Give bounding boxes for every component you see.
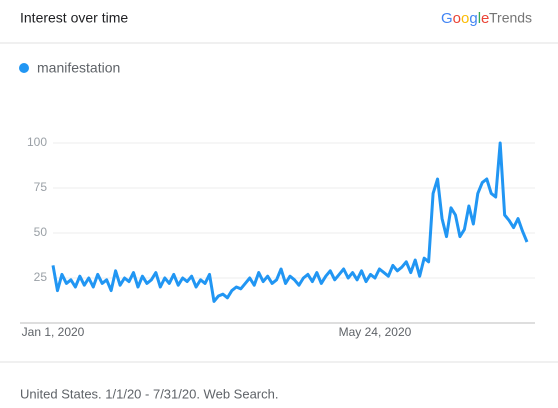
y-tick-label: 50 xyxy=(34,225,48,239)
brand-trends: Trends xyxy=(489,10,532,26)
x-tick-label: Jan 1, 2020 xyxy=(22,325,85,339)
x-tick-label: May 24, 2020 xyxy=(339,325,412,339)
y-tick-label: 100 xyxy=(27,135,47,149)
footer-note: United States. 1/1/20 - 7/31/20. Web Sea… xyxy=(20,386,278,401)
legend-dot xyxy=(19,63,29,73)
card-title: Interest over time xyxy=(20,10,128,26)
y-tick-label: 75 xyxy=(34,180,48,194)
y-tick-label: 25 xyxy=(34,270,48,284)
legend-label: manifestation xyxy=(37,60,120,76)
data-line xyxy=(51,141,529,303)
brand-google: Google xyxy=(441,10,489,27)
